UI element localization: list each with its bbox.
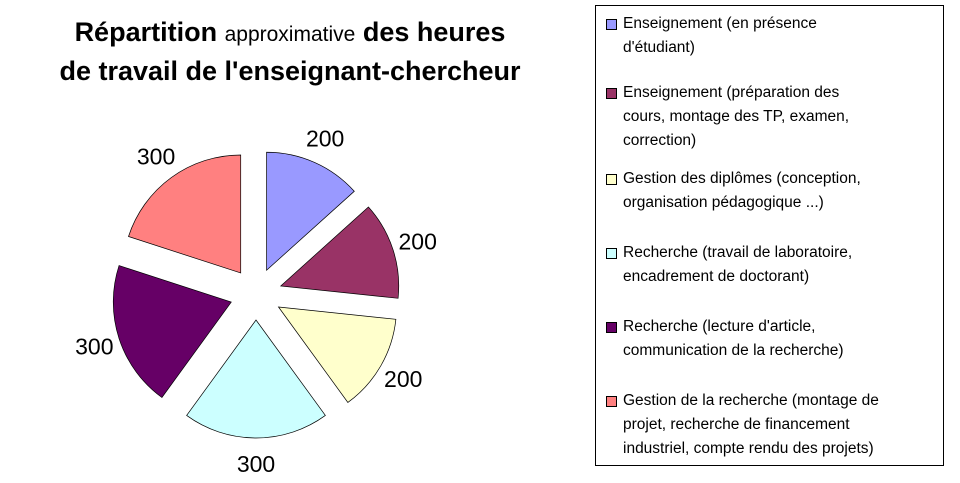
legend-swatch-2 (606, 88, 617, 99)
legend-item-1: Enseignement (en présence d'étudiant) (606, 12, 937, 60)
title-part1: Répartition (74, 17, 218, 47)
pie-slice-5 (112, 265, 232, 398)
legend-label-4: Recherche (travail de laboratoire, encad… (623, 244, 853, 285)
data-label-6: 300 (137, 143, 175, 169)
pie-chart: 200 200 200 300 300 300 (75, 126, 437, 477)
data-label-1: 200 (306, 126, 344, 152)
pie-slice-3 (277, 306, 397, 403)
data-label-2: 200 (398, 228, 436, 254)
legend-item-4: Recherche (travail de laboratoire, encad… (606, 241, 937, 289)
legend-item-5: Recherche (lecture d'article, communicat… (606, 315, 937, 363)
title-part2: approximative (224, 23, 356, 46)
legend-swatch-1 (606, 19, 617, 30)
legend-label-6: Gestion de la recherche (montage de proj… (623, 392, 879, 457)
title-line2: de travail de l'enseignant-chercheur (59, 56, 521, 86)
legend-item-6: Gestion de la recherche (montage de proj… (606, 389, 937, 461)
pie-slice-4 (186, 319, 326, 439)
pie-slice-1 (266, 151, 355, 272)
chart-title: Répartition approximative des heures de … (0, 14, 580, 89)
data-label-4: 300 (237, 451, 275, 477)
legend-label-2: Enseignement (préparation des cours, mon… (623, 84, 850, 149)
data-label-3: 200 (384, 366, 422, 392)
legend-swatch-5 (606, 322, 617, 333)
legend-label-5: Recherche (lecture d'article, communicat… (623, 318, 844, 359)
legend-swatch-4 (606, 248, 617, 259)
legend-item-2: Enseignement (préparation des cours, mon… (606, 81, 937, 153)
legend-label-1: Enseignement (en présence d'étudiant) (623, 15, 817, 56)
legend: Enseignement (en présence d'étudiant) Ens… (595, 5, 944, 466)
title-part3: des heures (362, 17, 506, 47)
legend-swatch-6 (606, 396, 617, 407)
legend-swatch-3 (606, 174, 617, 185)
data-label-5: 300 (75, 334, 113, 360)
pie-slice-2 (279, 206, 400, 299)
legend-item-3: Gestion des diplômes (conception, organi… (606, 167, 937, 215)
pie-slice-6 (128, 154, 242, 274)
legend-label-3: Gestion des diplômes (conception, organi… (623, 170, 861, 211)
